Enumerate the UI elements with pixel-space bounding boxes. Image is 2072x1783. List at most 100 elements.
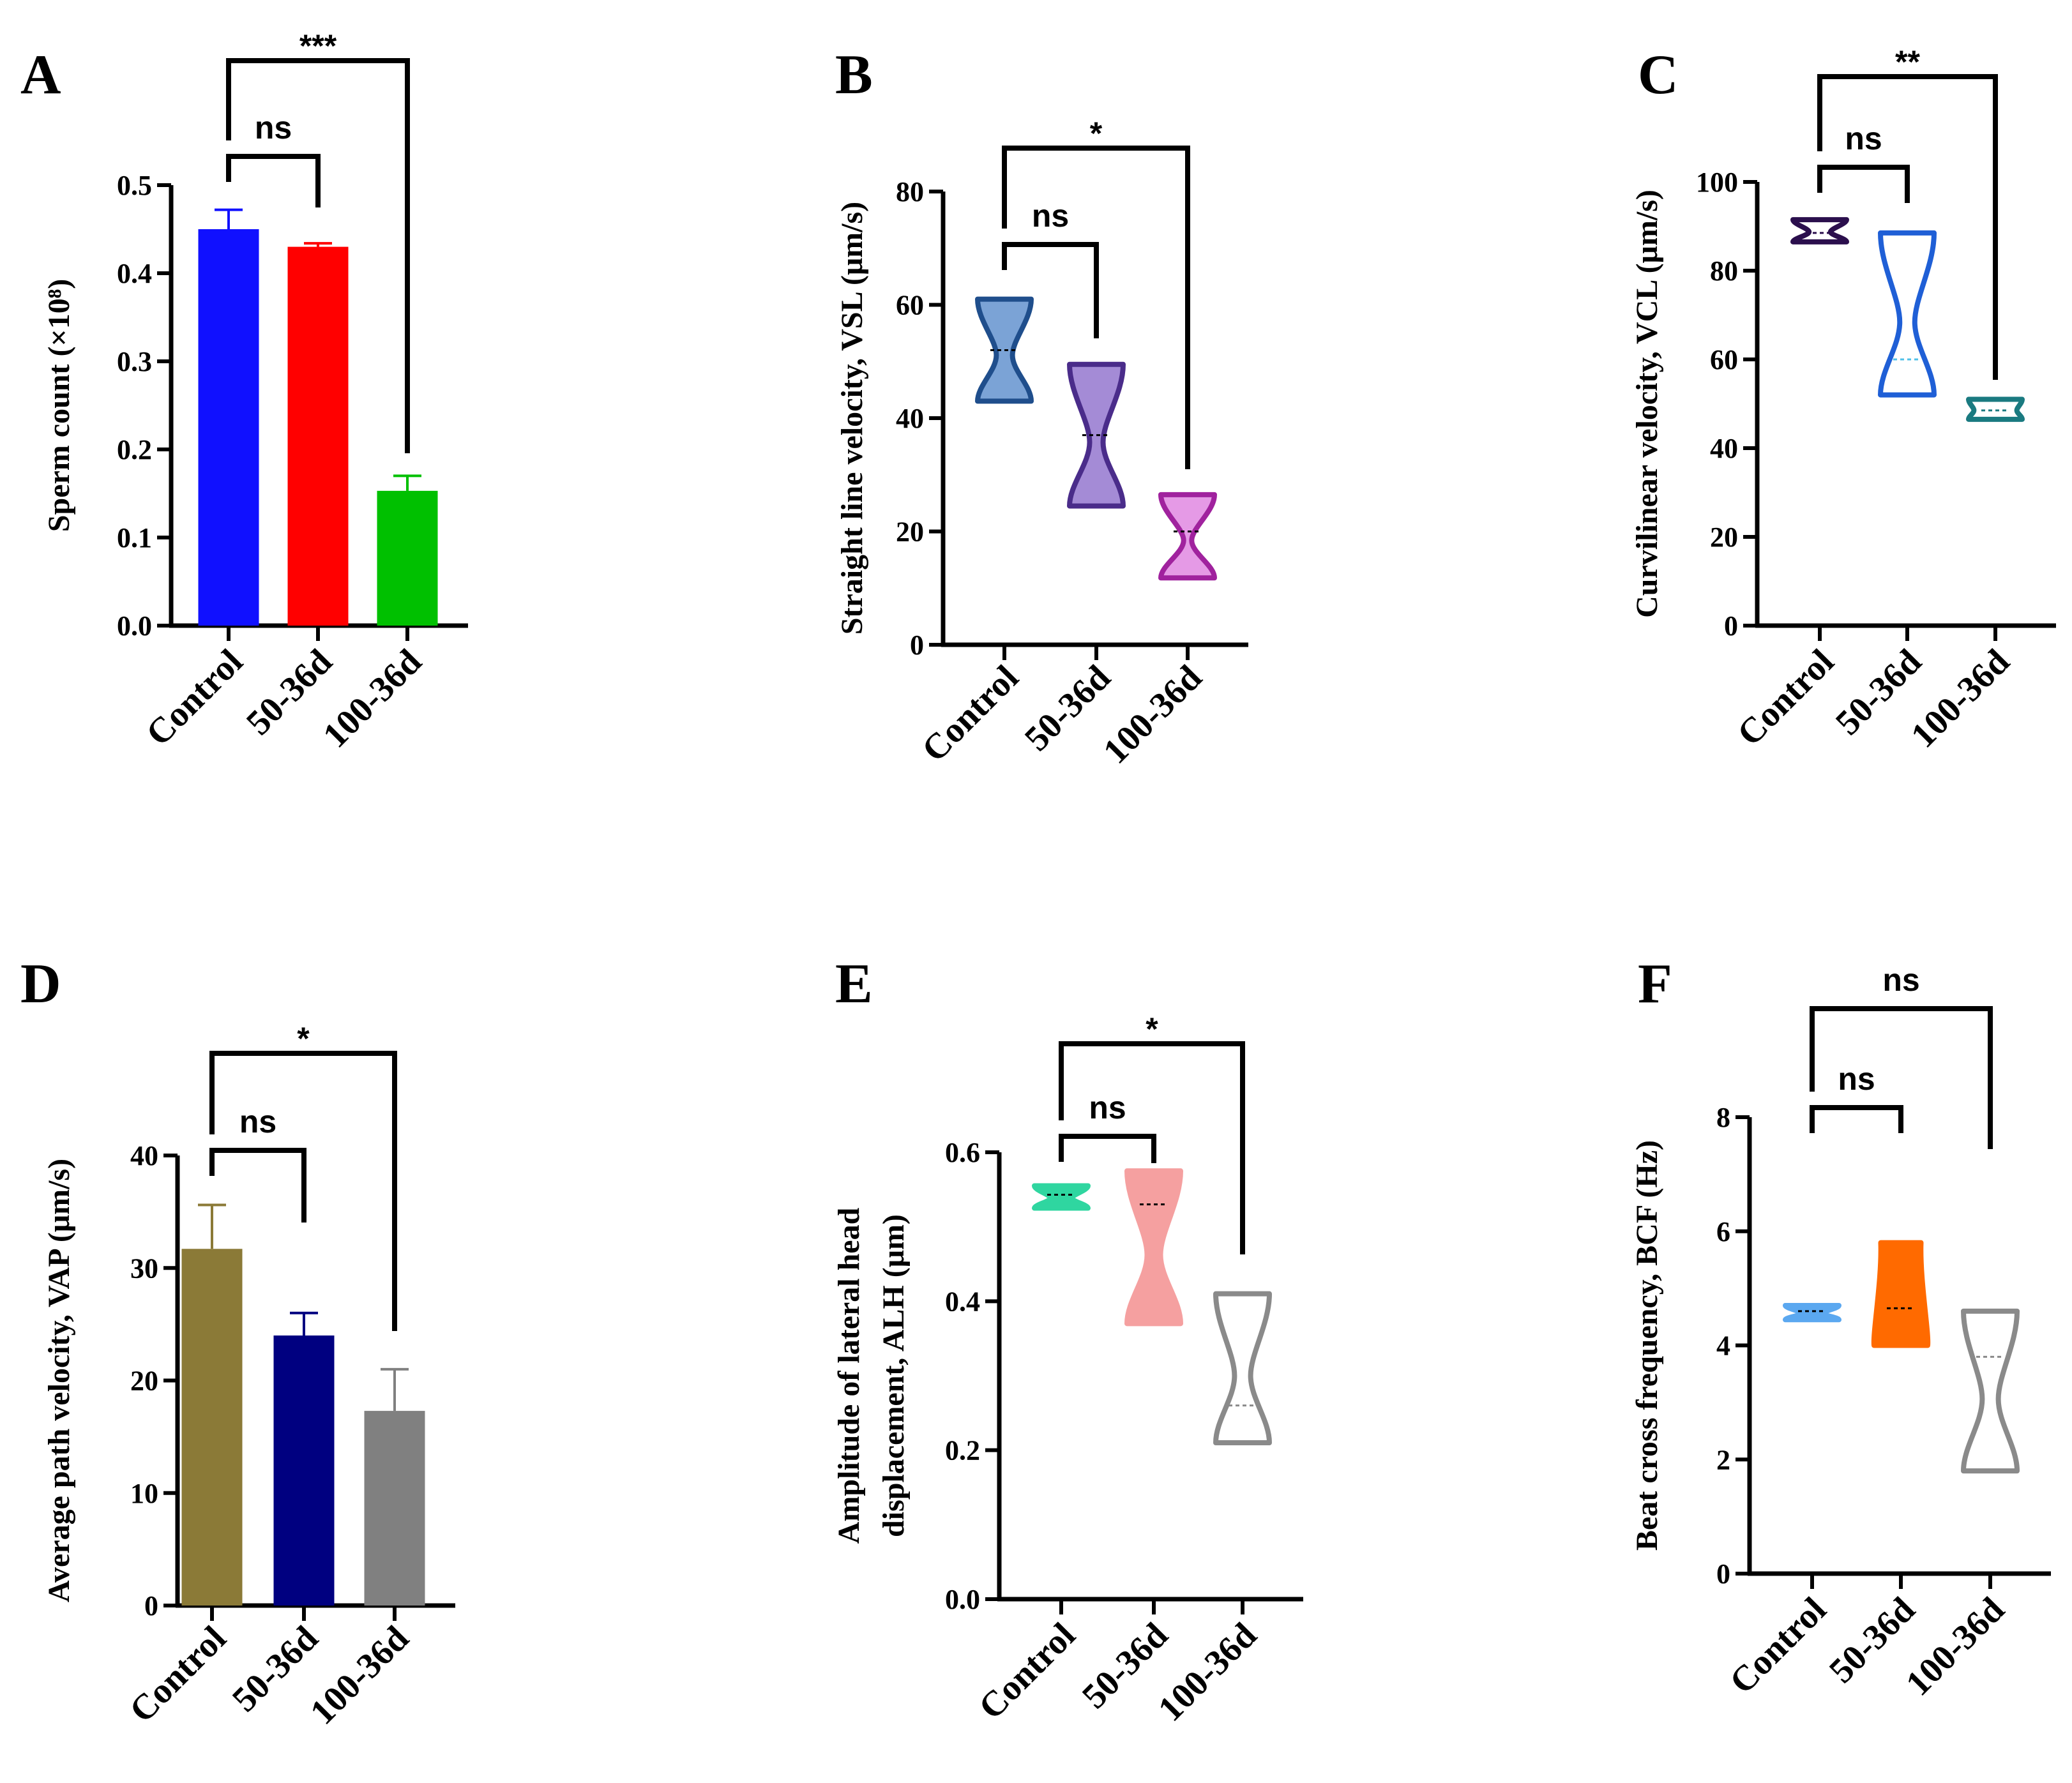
panel-letter: E (835, 953, 873, 1015)
category-label: 100-36d (1096, 658, 1209, 771)
panel-letter: C (1638, 44, 1679, 106)
y-tick-label: 0.6 (945, 1137, 980, 1168)
significance-label: ** (1895, 44, 1920, 80)
significance-bracket (226, 154, 321, 207)
panel-letter: B (835, 44, 873, 106)
y-tick-label: 20 (1710, 522, 1738, 553)
violin (1783, 1302, 1841, 1323)
y-axis-title: Beat cross frequency, BCF (Hz) (1630, 1140, 1664, 1551)
y-axis-title: Curvilinear velocity, VCL (μm/s) (1630, 190, 1664, 618)
y-tick-label: 0.0 (117, 610, 152, 642)
significance-bracket (209, 1051, 397, 1331)
y-tick-label: 0.0 (945, 1584, 980, 1615)
panel-letter: A (20, 44, 61, 106)
y-tick-label: 0.4 (117, 258, 152, 289)
panel-e: E0.00.20.40.6Control50-36d100-36dAmplitu… (832, 953, 1303, 1729)
bar (364, 1411, 425, 1606)
significance-label: * (297, 1021, 310, 1057)
significance-bracket (1059, 1041, 1245, 1254)
y-tick-label: 80 (896, 176, 924, 207)
y-tick-label: 40 (130, 1140, 158, 1171)
y-tick-label: 30 (130, 1253, 158, 1284)
category-label: 100-36d (1903, 642, 2017, 755)
significance-label: * (1146, 1011, 1158, 1047)
y-tick-label: 10 (130, 1478, 158, 1509)
y-tick-label: 0 (910, 629, 924, 661)
significance-label: * (1090, 116, 1103, 151)
violin (1032, 1183, 1091, 1211)
violin (1790, 217, 1849, 245)
y-tick-label: 0.2 (117, 434, 152, 465)
y-tick-label: 100 (1696, 167, 1738, 198)
y-tick-label: 0 (144, 1590, 158, 1621)
violin (1158, 492, 1217, 581)
category-label: 100-36d (303, 1618, 416, 1732)
category-label: 100-36d (1898, 1590, 2012, 1703)
y-tick-label: 60 (896, 290, 924, 321)
violin (1966, 396, 2025, 422)
significance-label: ns (239, 1104, 276, 1140)
y-tick-label: 0.4 (945, 1286, 980, 1317)
significance-bracket (1817, 74, 1998, 380)
significance-label: ns (1882, 962, 1919, 998)
y-axis-title: Sperm count (×10⁸) (42, 279, 76, 532)
bar (287, 246, 349, 626)
bar (198, 229, 259, 626)
significance-bracket (226, 58, 410, 453)
y-tick-label: 40 (896, 403, 924, 434)
y-axis-title: Amplitude of lateral head (832, 1207, 866, 1544)
y-tick-label: 4 (1716, 1330, 1730, 1362)
significance-bracket (1002, 242, 1099, 338)
significance-label: ns (1089, 1090, 1126, 1125)
y-tick-label: 40 (1710, 433, 1738, 464)
y-axis-title: Average path velocity, VAP (μm/s) (42, 1159, 76, 1602)
category-label: Control (914, 658, 1026, 769)
bar (377, 490, 438, 626)
category-label: 100-36d (1151, 1615, 1264, 1729)
significance-label: *** (299, 28, 337, 64)
significance-bracket (1817, 165, 1910, 203)
bar (181, 1249, 243, 1606)
y-tick-label: 60 (1710, 344, 1738, 375)
significance-label: ns (1838, 1061, 1875, 1097)
y-tick-label: 2 (1716, 1444, 1730, 1475)
y-tick-label: 0.5 (117, 170, 152, 201)
significance-label: ns (1845, 121, 1882, 156)
panel-letter: F (1638, 953, 1672, 1015)
significance-label: ns (255, 110, 292, 146)
y-tick-label: 0.1 (117, 522, 152, 553)
y-tick-label: 8 (1716, 1102, 1730, 1133)
significance-bracket (1810, 1006, 1993, 1149)
violin (1878, 230, 1937, 398)
violin (1961, 1308, 2020, 1474)
y-tick-label: 80 (1710, 255, 1738, 287)
panel-letter: D (20, 953, 61, 1015)
y-tick-label: 20 (896, 516, 924, 548)
panel-c: C020406080100Control50-36d100-36dCurvili… (1630, 44, 2056, 755)
y-tick-label: 0.3 (117, 346, 152, 377)
significance-bracket (1059, 1134, 1156, 1163)
y-tick-label: 0 (1724, 610, 1738, 642)
category-label: Control (971, 1615, 1083, 1727)
category-label: Control (1730, 642, 1841, 753)
significance-bracket (1002, 146, 1190, 469)
significance-label: ns (1032, 198, 1069, 234)
category-label: Control (122, 1618, 234, 1730)
y-tick-label: 6 (1716, 1216, 1730, 1247)
y-tick-label: 0 (1716, 1558, 1730, 1590)
panel-a: A0.00.10.20.30.40.5Control50-36d100-36dS… (20, 28, 468, 755)
significance-bracket (209, 1148, 306, 1223)
y-tick-label: 20 (130, 1365, 158, 1397)
significance-bracket (1810, 1105, 1903, 1133)
category-label: Control (139, 642, 250, 753)
violin (1124, 1168, 1183, 1327)
violin (1213, 1291, 1272, 1445)
y-axis-title: Straight line velocity, VSL (μm/s) (835, 202, 869, 635)
violin (1871, 1240, 1931, 1348)
y-tick-label: 0.2 (945, 1435, 980, 1466)
category-label: Control (1722, 1590, 1834, 1701)
